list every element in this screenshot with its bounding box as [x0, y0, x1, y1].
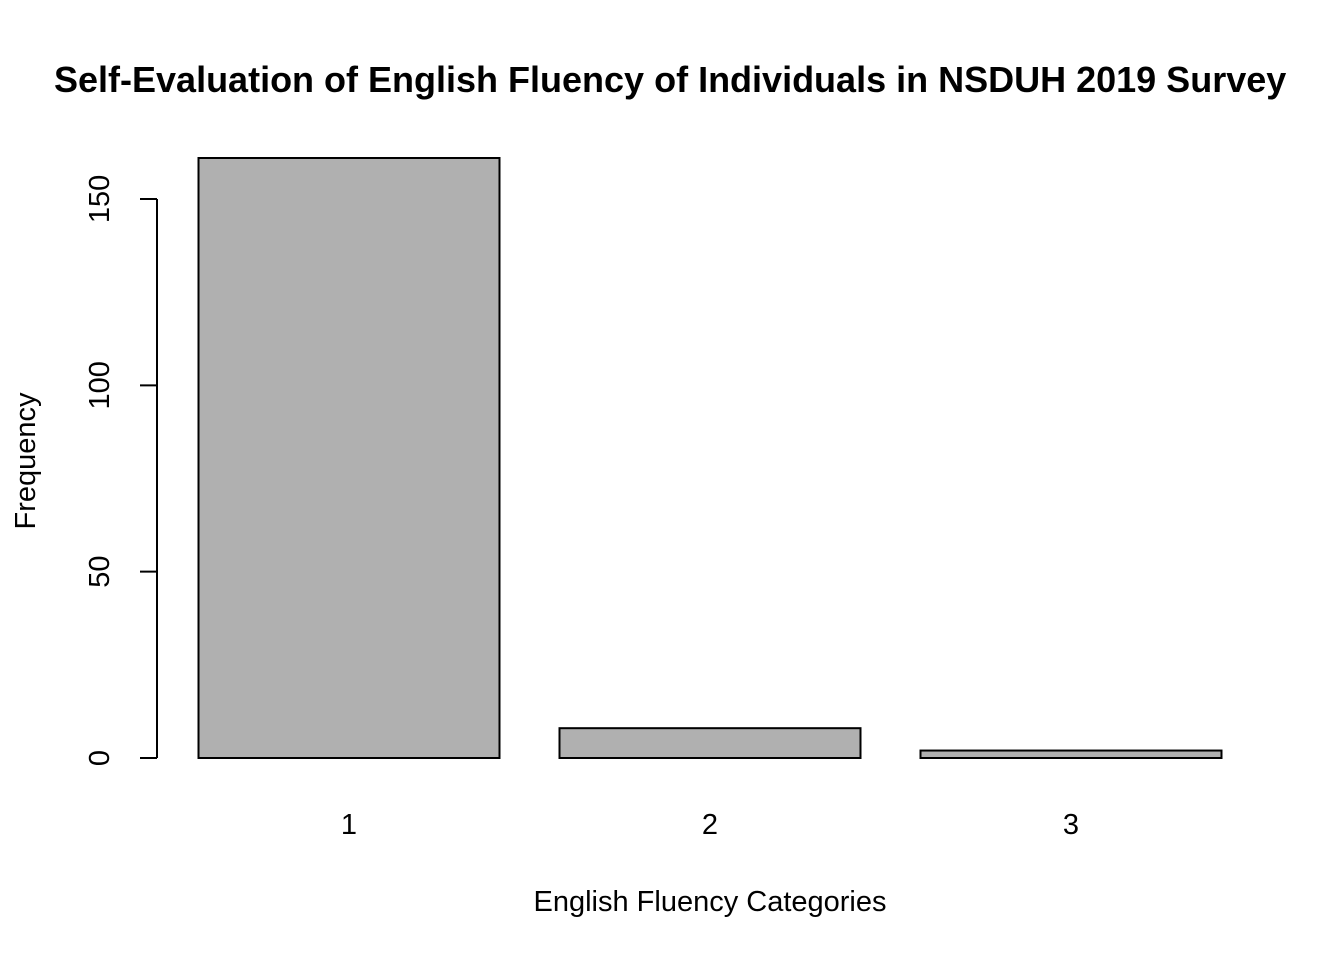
y-tick-label: 150: [84, 175, 116, 223]
y-tick-label: 100: [84, 361, 116, 409]
bar-3: [919, 749, 1223, 759]
x-tick-label: 3: [1063, 809, 1079, 841]
x-tick-labels: 1 2 3: [341, 809, 1079, 841]
y-axis-label: Frequency: [10, 392, 42, 530]
bars-group: [197, 157, 1223, 760]
y-axis: 0 50 100 150: [84, 175, 158, 766]
bar-1: [197, 157, 501, 759]
y-tick-label: 50: [84, 556, 116, 588]
x-tick-label: 2: [702, 809, 718, 841]
x-axis-label: English Fluency Categories: [533, 886, 886, 918]
bar-2: [558, 727, 862, 760]
y-tick-label: 0: [84, 750, 116, 766]
chart-title: Self-Evaluation of English Fluency of In…: [54, 59, 1286, 100]
x-tick-label: 1: [341, 809, 357, 841]
